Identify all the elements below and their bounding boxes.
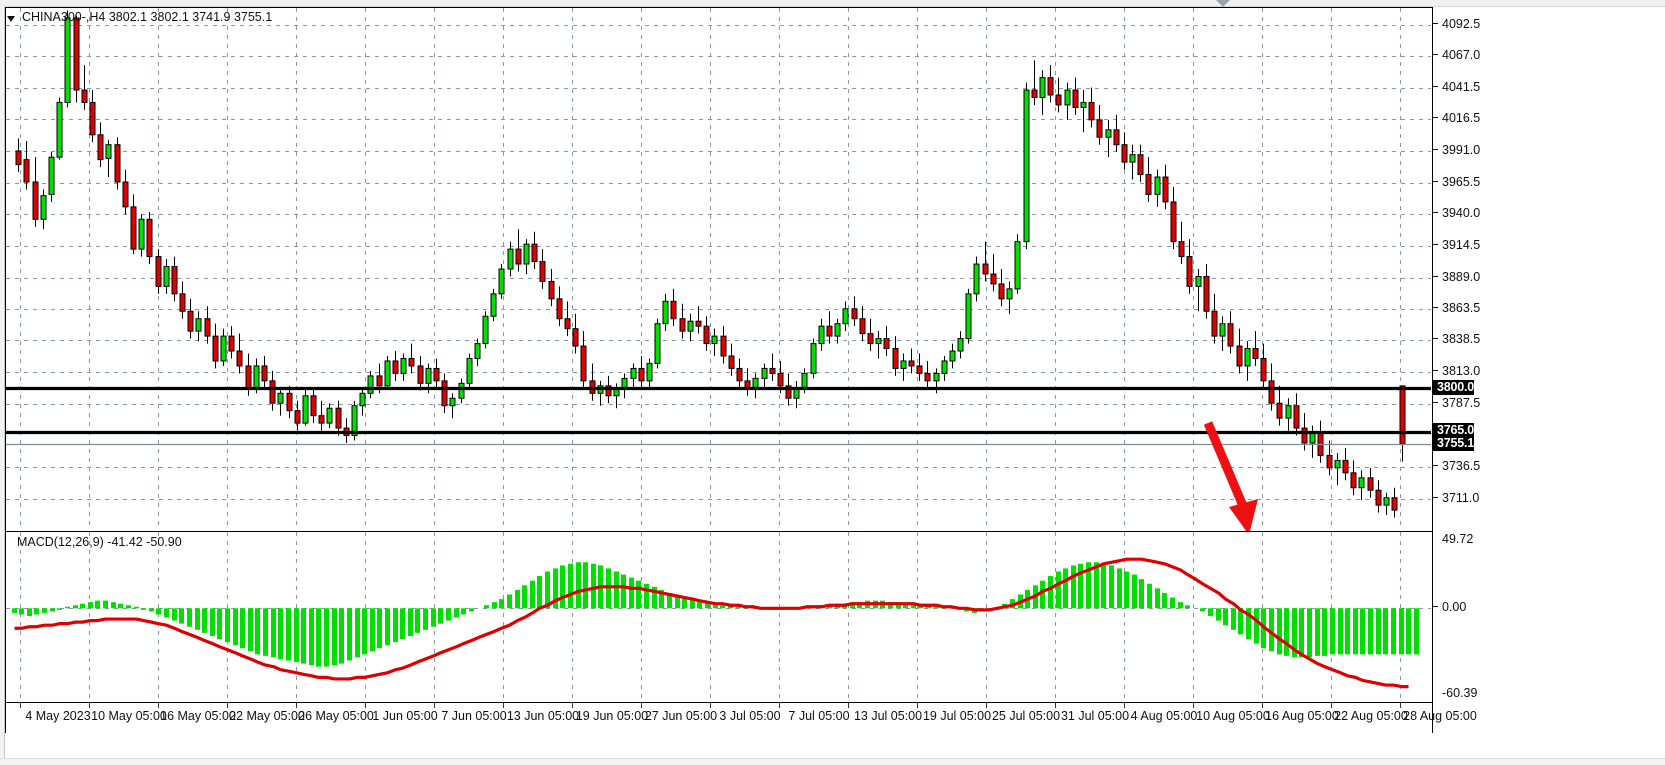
time-axis-label: 28 Aug 05:00 xyxy=(1403,709,1477,723)
price-axis-tick: 3787.5 xyxy=(1433,396,1480,410)
time-axis-tick xyxy=(917,703,918,708)
time-axis-label: 16 Aug 05:00 xyxy=(1265,709,1339,723)
time-axis-label: 13 Jul 05:00 xyxy=(853,709,923,723)
time-axis-tick xyxy=(1124,703,1125,708)
time-axis-label: 1 Jun 05:00 xyxy=(372,709,438,723)
time-axis-label: 22 Aug 05:00 xyxy=(1334,709,1408,723)
time-axis-label: 16 May 05:00 xyxy=(160,709,236,723)
time-axis-tick xyxy=(986,703,987,708)
window-left-edge xyxy=(0,6,5,759)
price-axis-tick: 3736.5 xyxy=(1433,459,1480,473)
price-chart-pane[interactable] xyxy=(5,7,1433,532)
macd-series xyxy=(12,557,1419,689)
time-axis-tick xyxy=(227,703,228,708)
price-axis-tick: 3914.5 xyxy=(1433,238,1480,252)
time-axis-label: 10 May 05:00 xyxy=(91,709,167,723)
time-axis-label: 4 Aug 05:00 xyxy=(1130,709,1198,723)
macd-axis-tick: 49.72 xyxy=(1442,532,1474,546)
chart-scroll-handle-icon[interactable] xyxy=(1216,0,1230,7)
time-axis-label: 22 May 05:00 xyxy=(229,709,305,723)
time-axis-label: 7 Jun 05:00 xyxy=(441,709,507,723)
symbol-dropdown-caret[interactable] xyxy=(7,11,19,29)
time-axis-label: 4 May 2023 xyxy=(25,709,91,723)
price-axis-tick: 3940.0 xyxy=(1433,206,1480,220)
last-price-label: 3755.1 xyxy=(1433,435,1474,451)
time-axis-label: 31 Jul 05:00 xyxy=(1060,709,1130,723)
macd-axis-tick: -60.39 xyxy=(1442,686,1478,700)
time-axis-tick xyxy=(1331,703,1332,708)
time-axis-label: 13 Jun 05:00 xyxy=(506,709,580,723)
time-axis-tick xyxy=(641,703,642,708)
price-grid xyxy=(6,8,1431,530)
time-axis-label: 19 Jul 05:00 xyxy=(922,709,992,723)
time-axis-tick xyxy=(848,703,849,708)
window-top-edge xyxy=(0,0,1665,7)
chevron-down-icon xyxy=(7,15,15,22)
time-axis-tick xyxy=(1055,703,1056,708)
time-axis-tick xyxy=(1400,703,1401,708)
macd-scale-axis[interactable]: 49.72 0.00 -60.39 xyxy=(1433,531,1665,703)
time-axis-label: 25 Jul 05:00 xyxy=(991,709,1061,723)
window-bottom-edge xyxy=(0,758,1665,765)
time-axis-label: 19 Jun 05:00 xyxy=(575,709,649,723)
time-axis-tick xyxy=(89,703,90,708)
price-pane-header: CHINA300-,H4 3802.1 3802.1 3741.9 3755.1 xyxy=(22,10,273,24)
candlestick-series xyxy=(6,10,1431,531)
time-axis-tick xyxy=(1262,703,1263,708)
time-axis-label: 7 Jul 05:00 xyxy=(788,709,850,723)
time-axis-tick xyxy=(710,703,711,708)
time-axis-label: 10 Aug 05:00 xyxy=(1196,709,1270,723)
price-axis-tick: 3838.5 xyxy=(1433,332,1480,346)
time-axis-tick xyxy=(365,703,366,708)
price-axis-tick: 3813.0 xyxy=(1433,364,1480,378)
time-axis-tick xyxy=(296,703,297,708)
level-price-label: 3800.0 xyxy=(1433,379,1474,395)
time-axis-label: 26 May 05:00 xyxy=(298,709,374,723)
time-axis-tick xyxy=(1193,703,1194,708)
macd-pane-header: MACD(12,26,9) -41.42 -50.90 xyxy=(17,535,182,549)
price-axis-tick: 4016.5 xyxy=(1433,111,1480,125)
time-axis-label: 27 Jun 05:00 xyxy=(644,709,718,723)
price-axis-tick: 3863.5 xyxy=(1433,301,1480,315)
price-axis-tick: 4067.0 xyxy=(1433,48,1480,62)
level-price-label: 3765.0 xyxy=(1433,423,1474,439)
macd-indicator-pane[interactable]: MACD(12,26,9) -41.42 -50.90 xyxy=(5,531,1433,703)
time-axis-label: 3 Jul 05:00 xyxy=(719,709,781,723)
price-scale-axis[interactable]: 4092.5 4067.0 4041.5 4016.5 3991.0 3965.5 3940… xyxy=(1433,7,1665,532)
price-axis-tick: 3965.5 xyxy=(1433,175,1480,189)
price-axis-tick: 3889.0 xyxy=(1433,270,1480,284)
time-axis-tick xyxy=(779,703,780,708)
macd-axis-tick: 0.00 xyxy=(1433,600,1466,614)
time-axis-tick xyxy=(158,703,159,708)
time-axis-tick xyxy=(20,703,21,708)
price-axis-tick: 3991.0 xyxy=(1433,143,1480,157)
time-axis-tick xyxy=(434,703,435,708)
price-axis-tick: 4041.5 xyxy=(1433,80,1480,94)
price-axis-tick: 3711.0 xyxy=(1433,491,1479,505)
time-axis-tick xyxy=(503,703,504,708)
time-axis-tick xyxy=(572,703,573,708)
time-scale-axis[interactable]: 4 May 2023 10 May 05:00 16 May 05:00 22 May… xyxy=(5,703,1477,733)
price-axis-tick: 4092.5 xyxy=(1433,17,1480,31)
